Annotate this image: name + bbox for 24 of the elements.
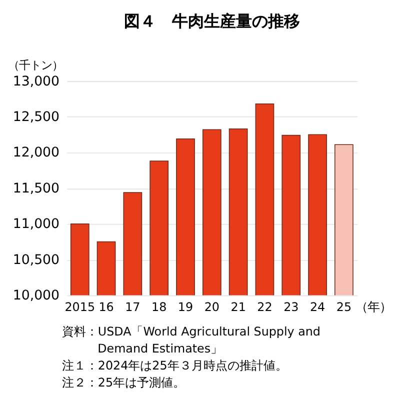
x-tick-label: 23 xyxy=(284,300,299,314)
y-tick-label: 12,000 xyxy=(12,146,60,161)
y-tick-label: 10,500 xyxy=(12,252,60,268)
x-tick-label: 18 xyxy=(152,300,167,314)
x-tick-label: 2015 xyxy=(64,300,96,314)
x-tick-label: 19 xyxy=(178,300,194,314)
y-axis-title: （千トン） xyxy=(8,58,64,72)
chart-title: 図４ 牛肉生産量の推移 xyxy=(124,12,300,31)
y-tick-label: 13,000 xyxy=(12,74,60,90)
x-tick-label: 22 xyxy=(257,300,272,314)
x-tick-label: 25 xyxy=(336,300,352,314)
y-tick-label: 12,500 xyxy=(12,110,60,126)
text: 注１：2024年は25年３月時点の推計値。 xyxy=(62,358,288,373)
x-tick-label: 21 xyxy=(230,300,246,314)
text: 資料：USDA「World Agricultural Supply and Demand Estimates」 xyxy=(62,324,320,356)
x-axis-title: （年） xyxy=(356,300,392,314)
x-tick-label: 24 xyxy=(310,300,326,314)
y-tick-label: 11,000 xyxy=(12,217,60,232)
y-tick-label: 10,000 xyxy=(12,288,60,304)
x-tick-label: 16 xyxy=(98,300,114,314)
y-tick-label: 11,500 xyxy=(12,181,60,196)
text: 注２：25年は予測値。 xyxy=(62,376,186,390)
x-tick-label: 20 xyxy=(204,300,220,314)
x-tick-label: 17 xyxy=(125,300,140,314)
